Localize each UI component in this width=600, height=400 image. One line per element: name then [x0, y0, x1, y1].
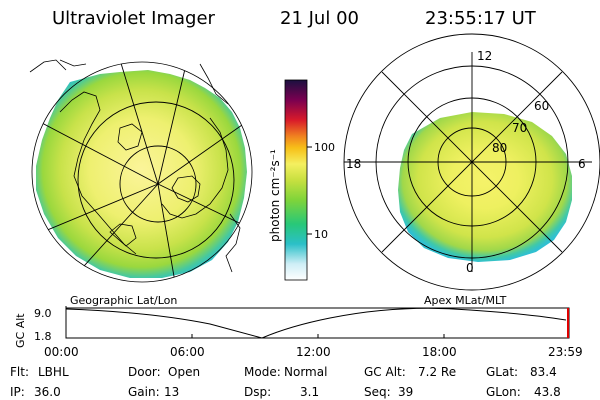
mlt-label-0: 0	[466, 261, 474, 275]
status-gcalt-value: 7.2 Re	[418, 365, 456, 379]
time: 23:55:17 UT	[425, 8, 537, 29]
altitude-xtick-1800: 18:00	[422, 345, 457, 359]
auroral-emission-mag	[398, 112, 572, 262]
altitude-curve	[65, 307, 567, 339]
colorbar-tick-100: 100	[314, 141, 335, 154]
status-mode-value: Normal	[284, 365, 327, 379]
status-seq-label: Seq:	[364, 385, 391, 399]
mlat-label-80: 80	[492, 141, 507, 155]
magnetic-caption: Apex MLat/MLT	[424, 294, 507, 307]
status-flt-value: LBHL	[38, 365, 69, 379]
status-dsp-value: 3.1	[300, 385, 319, 399]
altitude-xtick-2359: 23:59	[548, 345, 583, 359]
altitude-xtick-0000: 00:00	[44, 345, 79, 359]
mlat-label-60: 60	[534, 99, 549, 113]
magnetic-polar-plot: 12 18 6 0 60 70 80	[343, 33, 600, 291]
status-ip-value: 36.0	[34, 385, 61, 399]
polar-grid	[343, 33, 600, 291]
coastlines	[29, 59, 241, 273]
geographic-image	[29, 59, 253, 283]
geographic-caption: Geographic Lat/Lon	[70, 294, 177, 307]
mlat-label-70: 70	[512, 121, 527, 135]
colorbar-scale	[284, 79, 308, 281]
altitude-ylabel: GC Alt	[14, 313, 27, 348]
earth-limb	[31, 61, 253, 283]
status-seq-value: 39	[398, 385, 413, 399]
status-panel: Flt: LBHL Door: Open Mode: Normal GC Alt…	[10, 365, 561, 399]
status-gain-value: 13	[164, 385, 179, 399]
status-glat-value: 83.4	[530, 365, 557, 379]
mlt-label-18: 18	[346, 157, 361, 171]
mlt-label-12: 12	[477, 49, 492, 63]
status-gain-label: Gain:	[128, 385, 160, 399]
status-door-value: Open	[168, 365, 200, 379]
altitude-ytick-9: 9.0	[34, 307, 52, 320]
date: 21 Jul 00	[280, 8, 359, 29]
status-mode-label: Mode:	[244, 365, 281, 379]
status-dsp-label: Dsp:	[244, 385, 271, 399]
colorbar-unit-label: photon cm⁻²s⁻¹	[268, 149, 282, 242]
status-flt-label: Flt:	[10, 365, 29, 379]
status-gcalt-label: GC Alt:	[364, 365, 406, 379]
status-ip-label: IP:	[10, 385, 25, 399]
colorbar-tick-10: 10	[314, 228, 328, 241]
auroral-emission-geo	[36, 70, 247, 278]
mlt-label-6: 6	[578, 157, 586, 171]
status-glon-label: GLon:	[486, 385, 521, 399]
status-glon-value: 43.8	[534, 385, 561, 399]
altitude-plot: GC Alt 9.0 1.8 00:00 06:00 12:00 18:00 2…	[14, 306, 583, 359]
altitude-ytick-1: 1.8	[34, 330, 52, 343]
status-glat-label: GLat:	[486, 365, 518, 379]
colorbar: 100 10 photon cm⁻²s⁻¹	[268, 79, 335, 281]
status-door-label: Door:	[128, 365, 161, 379]
altitude-plot-frame	[65, 307, 570, 339]
title: Ultraviolet Imager	[52, 8, 216, 29]
altitude-xtick-1200: 12:00	[296, 345, 331, 359]
altitude-xtick-0600: 06:00	[170, 345, 205, 359]
